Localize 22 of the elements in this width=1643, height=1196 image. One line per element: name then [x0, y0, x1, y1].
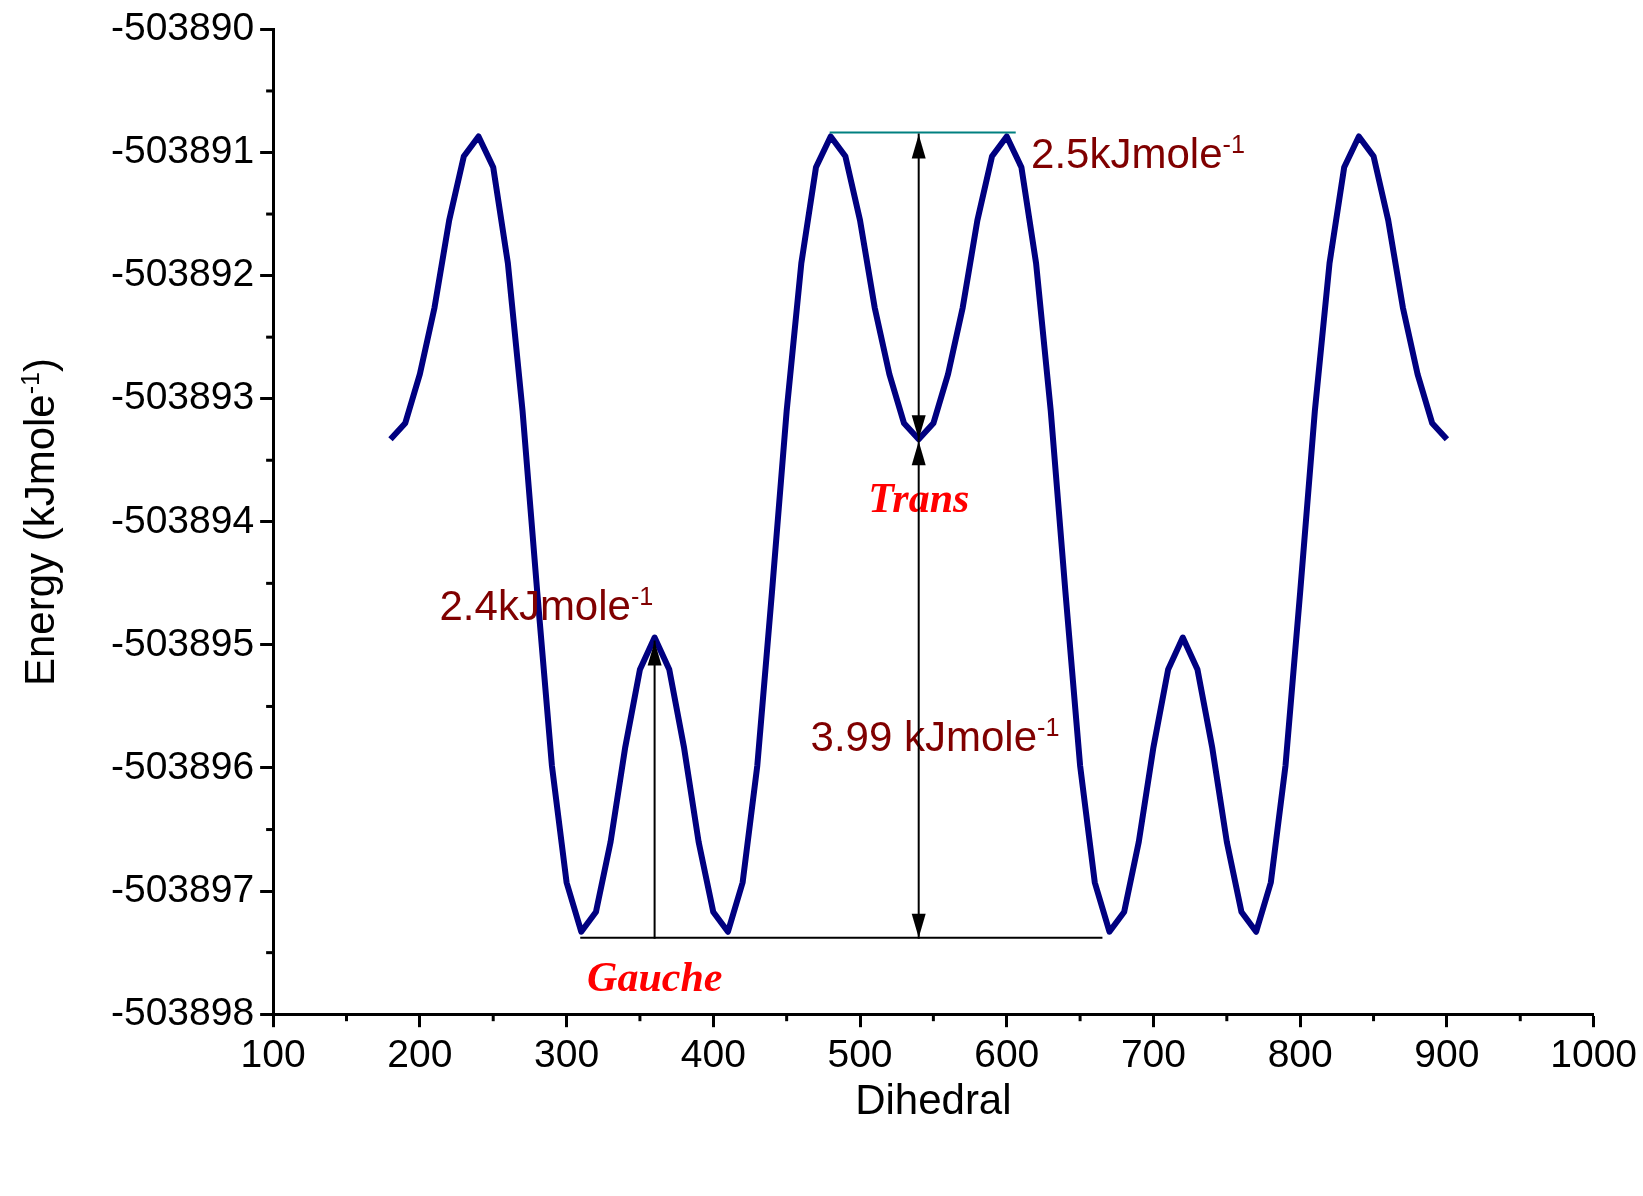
x-tick-label: 200: [387, 1032, 453, 1076]
y-tick-label: -503897: [110, 866, 255, 910]
x-tick-label: 400: [680, 1032, 746, 1076]
y-tick-label: -503892: [110, 251, 255, 295]
x-axis-title: Dihedral: [855, 1076, 1012, 1125]
x-tick-label: 500: [827, 1032, 893, 1076]
x-tick-label: 800: [1267, 1032, 1333, 1076]
x-tick-label: 100: [240, 1032, 306, 1076]
x-tick-label: 700: [1120, 1032, 1186, 1076]
y-tick-label: -503890: [110, 5, 255, 49]
y-tick-label: -503894: [110, 497, 255, 541]
y-tick-label: -503895: [110, 620, 255, 664]
annotation: 2.5kJmole$^{-1}$: [1031, 129, 1245, 176]
x-tick-label: 1000: [1550, 1032, 1637, 1076]
y-tick-label: -503893: [110, 374, 255, 418]
y-tick-label: -503896: [110, 743, 255, 787]
x-tick-label: 900: [1414, 1032, 1480, 1076]
x-tick-label: 600: [974, 1032, 1040, 1076]
annotation: Gauche: [587, 954, 723, 1001]
x-tick-label: 300: [534, 1032, 600, 1076]
y-tick-label: -503891: [110, 128, 255, 172]
y-tick-label: -503898: [110, 989, 255, 1033]
